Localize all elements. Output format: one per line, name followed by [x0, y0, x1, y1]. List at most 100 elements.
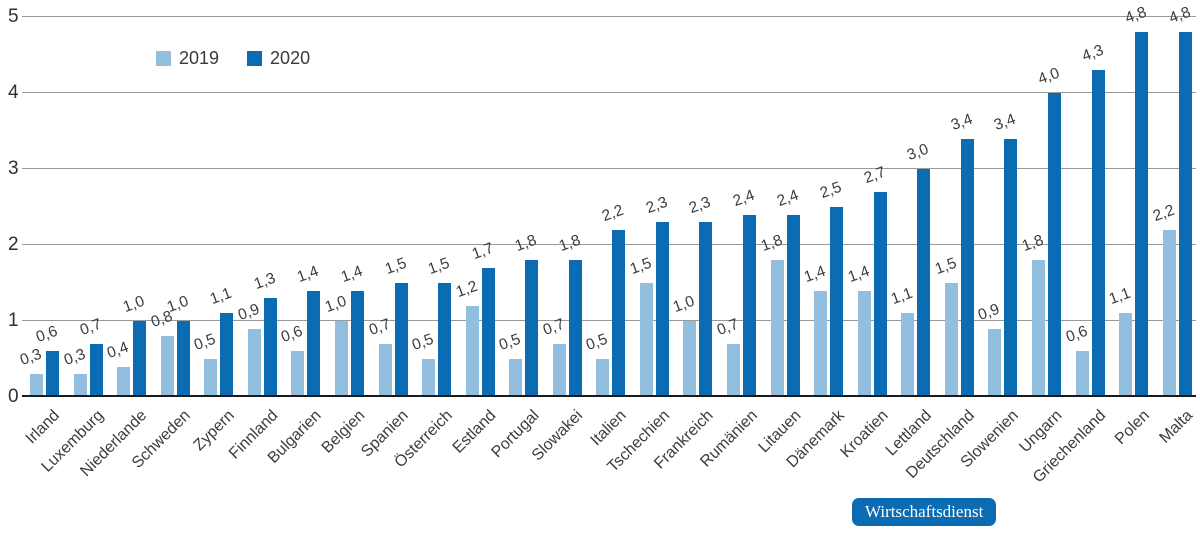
bar-2019-kroatien: 1,4: [846, 262, 872, 397]
bar-value-label: 0,6: [33, 323, 60, 347]
bar-value-label: 2,4: [730, 186, 757, 210]
legend-label-2020: 2020: [270, 48, 311, 68]
bar-group-kroatien: 1,4 2,7 Kroatien: [837, 17, 891, 462]
bar-value-label: 1,8: [556, 231, 583, 256]
bar-2020-tschechien: 2,3: [644, 194, 670, 397]
bar-value-label: 2,7: [861, 163, 888, 187]
bar-value-label: 0,6: [279, 323, 306, 347]
bar-value-label: 1,0: [322, 292, 349, 317]
legend-swatch-2020: [247, 51, 263, 66]
bar-group-luxemburg: 0,3 0,7 Luxemburg: [38, 17, 107, 476]
bar-2019-tschechien: 1,5: [628, 255, 654, 397]
bar-group-griechenland: 0,6 4,3 Griechenland: [1030, 17, 1109, 486]
bar-value-label: 0,5: [497, 330, 524, 355]
bar-2020-malta: 4,8: [1166, 4, 1193, 397]
bar-value-label: 0,7: [366, 315, 393, 339]
source-badge: Wirtschaftsdienst: [852, 498, 997, 526]
bar-value-label: 1,1: [208, 285, 235, 309]
bar-value-label: 0,6: [1063, 323, 1090, 347]
bar-group-schweden: 0,8 1,0 Schweden: [129, 17, 194, 472]
gridline-2: [22, 244, 1196, 245]
legend-item-2020: 2020: [247, 48, 310, 69]
y-tick-label-4: 4: [8, 82, 19, 103]
bar-value-label: 1,7: [469, 239, 496, 263]
bar-2020-lettland: 3,0: [905, 141, 931, 397]
bar-value-label: 0,3: [61, 345, 88, 370]
bar-group-polen: 1,1 4,8 Polen: [1107, 4, 1153, 448]
bar-value-label: 2,3: [643, 193, 670, 218]
bar-2019-niederlande: 0,4: [105, 338, 131, 397]
bar-value-label: 4,0: [1035, 64, 1062, 89]
bar-2020-griechenland: 4,3: [1079, 42, 1105, 397]
bar-group-portugal: 0,5 1,8 Portugal: [489, 17, 543, 461]
bar-2020-frankreich: 2,3: [687, 194, 713, 397]
gridline-1: [22, 320, 1196, 321]
bar-value-label: 1,3: [251, 269, 278, 294]
bar-2020-litauen: 2,4: [774, 186, 800, 397]
bar-value-label: 2,2: [1150, 201, 1177, 225]
bar-value-label: 4,8: [1166, 3, 1193, 28]
bar-value-label: 2,2: [600, 201, 627, 225]
bar-value-label: 0,7: [714, 315, 741, 339]
bar-value-label: 1,1: [1106, 285, 1133, 309]
bar-2019-lettland: 1,1: [889, 285, 915, 397]
bar-value-label: 0,9: [235, 300, 262, 324]
bar-2019-deutschland: 1,5: [933, 255, 959, 397]
bar-2019-bulgarien: 0,6: [279, 323, 305, 397]
bar-group-irland: 0,3 0,6 Irland: [18, 17, 64, 447]
bar-group-slowakei: 0,7 1,8 Slowakei: [529, 17, 586, 464]
bar-2019-ungarn: 1,8: [1020, 232, 1046, 397]
bar-2019-luxemburg: 0,3: [61, 346, 87, 397]
bar-2020-zypern: 1,1: [208, 285, 234, 397]
bar-value-label: 1,4: [801, 262, 829, 286]
bar-value-label: 1,4: [845, 262, 872, 286]
bar-value-label: 1,2: [453, 277, 480, 301]
y-tick-label-0: 0: [8, 386, 19, 407]
bar-group-lettland: 1,1 3,0 Lettland: [882, 17, 934, 460]
bar-2020-slowenien: 3,4: [992, 110, 1018, 397]
bar-value-label: 2,3: [687, 193, 714, 218]
bar-2019-polen: 1,1: [1107, 285, 1133, 397]
bar-group-finnland: 0,9 1,3 Finnland: [226, 17, 281, 463]
bar-group-ungarn: 1,8 4,0 Ungarn: [1016, 17, 1065, 456]
bar-value-label: 1,4: [338, 262, 365, 286]
bar-2020-dänemark: 2,5: [818, 179, 844, 397]
bar-value-label: 0,5: [409, 330, 436, 355]
y-tick-label-5: 5: [8, 6, 19, 27]
bar-2020-slowakei: 1,8: [557, 232, 583, 397]
bar-2020-niederlande: 1,0: [121, 293, 147, 397]
bar-2020-portugal: 1,8: [513, 232, 539, 397]
bar-2019-griechenland: 0,6: [1063, 323, 1089, 397]
legend-item-2019: 2019: [156, 48, 219, 69]
bar-group-deutschland: 1,5 3,4 Deutschland: [903, 17, 978, 482]
country-label-irland: Irland: [23, 407, 64, 448]
bar-2020-deutschland: 3,4: [949, 110, 975, 397]
bar-2019-portugal: 0,5: [497, 331, 523, 397]
legend-swatch-2019: [156, 51, 171, 66]
bar-2020-belgien: 1,4: [339, 262, 365, 397]
bar-2020-österreich: 1,5: [426, 255, 452, 397]
bar-value-label: 0,7: [540, 315, 567, 339]
bar-value-label: 3,4: [992, 110, 1019, 134]
bar-2019-slowenien: 0,9: [976, 300, 1002, 397]
y-tick-label-3: 3: [8, 158, 19, 179]
bar-2019-belgien: 1,0: [323, 293, 349, 397]
bar-groups: 0,3 0,6 Irland 0,3 0,7 Luxemburg 0,4 1,0 Niederl…: [18, 4, 1196, 486]
bar-group-litauen: 1,8 2,4 Litauen: [755, 17, 804, 456]
bar-value-label: 0,5: [584, 330, 611, 355]
bar-2020-italien: 2,2: [600, 202, 626, 397]
bar-value-label: 2,5: [817, 178, 845, 203]
bar-2019-zypern: 0,5: [192, 331, 218, 397]
bar-value-label: 3,0: [905, 140, 932, 165]
bar-2019-spanien: 0,7: [366, 316, 392, 397]
bar-2019-estland: 1,2: [453, 278, 480, 397]
bar-2019-litauen: 1,8: [758, 232, 784, 397]
bar-2020-rumänien: 2,4: [731, 186, 757, 397]
bar-value-label: 1,8: [1019, 231, 1046, 256]
bar-value-label: 4,3: [1079, 41, 1106, 66]
bar-value-label: 1,5: [932, 254, 959, 279]
bar-value-label: 1,0: [671, 292, 698, 317]
bar-value-label: 1,4: [295, 262, 322, 286]
bar-group-österreich: 0,5 1,5 Österreich: [391, 17, 455, 471]
